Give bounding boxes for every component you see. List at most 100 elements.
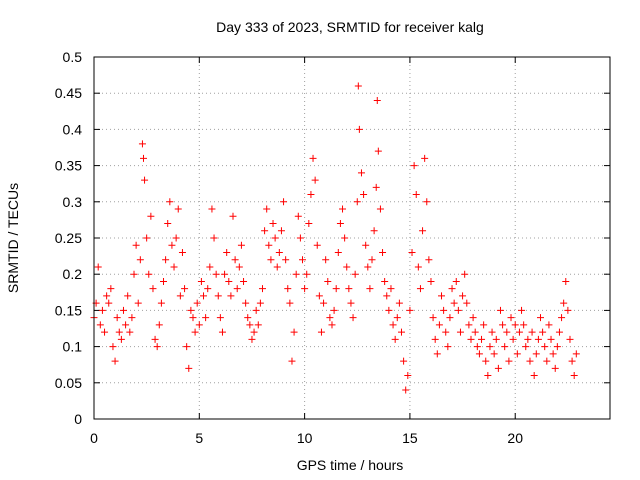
data-point (292, 270, 300, 278)
data-point (520, 321, 528, 329)
data-point (568, 357, 576, 365)
data-point (349, 314, 357, 322)
data-point (551, 364, 559, 372)
data-point (206, 263, 214, 271)
data-point (315, 292, 323, 300)
data-point (328, 321, 336, 329)
data-point (402, 386, 410, 394)
data-point (284, 285, 292, 293)
data-point (391, 335, 399, 343)
axis-ticks (93, 56, 610, 420)
data-point (362, 241, 370, 249)
data-point (534, 335, 542, 343)
data-point (431, 335, 439, 343)
data-point (101, 328, 109, 336)
data-point (364, 263, 372, 271)
data-point (181, 285, 189, 293)
data-point (117, 335, 125, 343)
data-point (155, 321, 163, 329)
data-point (482, 357, 490, 365)
data-point (526, 357, 534, 365)
data-point (240, 277, 248, 285)
data-point (145, 270, 153, 278)
data-point (373, 96, 381, 104)
data-points (90, 82, 580, 394)
data-point (370, 227, 378, 235)
data-point (296, 234, 304, 242)
data-point (221, 270, 229, 278)
data-point (522, 343, 530, 351)
data-point (444, 343, 452, 351)
data-point (421, 154, 429, 162)
data-point (503, 328, 511, 336)
data-point (200, 292, 208, 300)
data-point (210, 234, 218, 242)
data-point (414, 263, 422, 271)
data-point (381, 277, 389, 285)
data-point (389, 321, 397, 329)
data-point (467, 335, 475, 343)
data-point (397, 328, 405, 336)
data-point (320, 299, 328, 307)
data-point (225, 277, 233, 285)
data-point (450, 299, 458, 307)
data-point (385, 306, 393, 314)
data-point (153, 343, 161, 351)
data-point (351, 270, 359, 278)
data-point (345, 285, 353, 293)
data-point (360, 191, 368, 199)
data-point (317, 328, 325, 336)
data-point (214, 292, 222, 300)
data-point (151, 335, 159, 343)
data-point (164, 220, 172, 228)
data-point (309, 154, 317, 162)
data-point (564, 306, 572, 314)
data-point (277, 227, 285, 235)
data-point (419, 227, 427, 235)
data-point (330, 306, 338, 314)
data-point (435, 321, 443, 329)
data-point (478, 335, 486, 343)
data-point (427, 277, 435, 285)
data-point (197, 277, 205, 285)
data-point (254, 321, 262, 329)
data-point (280, 198, 288, 206)
data-point (545, 321, 553, 329)
data-point (486, 343, 494, 351)
data-point (484, 372, 492, 380)
data-point (341, 234, 349, 242)
y-tick-label: 0.05 (55, 375, 82, 391)
data-point (501, 343, 509, 351)
data-point (113, 314, 121, 322)
data-point (189, 314, 197, 322)
data-point (136, 256, 144, 264)
data-point (429, 314, 437, 322)
data-point (263, 205, 271, 213)
data-point (301, 285, 309, 293)
data-point (326, 314, 334, 322)
data-point (433, 350, 441, 358)
data-point (469, 314, 477, 322)
plot-frame (93, 56, 611, 420)
data-point (265, 241, 273, 249)
data-point (543, 357, 551, 365)
x-tick-labels: 0 5 10 15 20 (90, 430, 523, 446)
data-point (235, 263, 243, 271)
data-point (376, 205, 384, 213)
data-point (446, 314, 454, 322)
data-point (366, 285, 374, 293)
data-point (442, 328, 450, 336)
data-point (172, 234, 180, 242)
data-point (448, 285, 456, 293)
data-point (307, 191, 315, 199)
data-point (490, 350, 498, 358)
data-point (541, 343, 549, 351)
data-point (511, 321, 519, 329)
data-point (513, 350, 521, 358)
data-point (379, 248, 387, 256)
data-point (294, 212, 302, 220)
data-point (107, 285, 115, 293)
data-point (94, 263, 102, 271)
data-point (473, 343, 481, 351)
y-tick-label: 0.45 (55, 85, 82, 101)
